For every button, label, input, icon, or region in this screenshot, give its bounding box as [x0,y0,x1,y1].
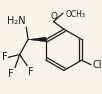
Text: O: O [51,12,58,21]
Polygon shape [28,37,46,42]
Text: F: F [2,52,7,62]
Text: Cl: Cl [92,60,102,70]
Text: H₂N: H₂N [7,16,25,26]
Text: F: F [28,67,34,77]
Text: OCH₃: OCH₃ [66,10,86,19]
Text: F: F [8,69,14,79]
